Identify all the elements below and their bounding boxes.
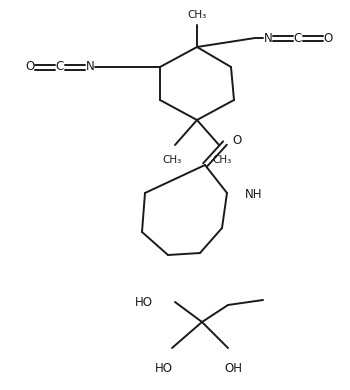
Text: C: C <box>56 60 64 73</box>
Text: N: N <box>264 32 272 44</box>
Text: O: O <box>25 60 35 73</box>
Text: OH: OH <box>224 362 242 375</box>
Text: O: O <box>232 133 241 147</box>
Text: N: N <box>86 60 94 73</box>
Text: CH₃: CH₃ <box>212 155 232 165</box>
Text: CH₃: CH₃ <box>187 10 206 20</box>
Text: CH₃: CH₃ <box>162 155 182 165</box>
Text: O: O <box>323 32 332 44</box>
Text: HO: HO <box>155 362 173 375</box>
Text: C: C <box>294 32 302 44</box>
Text: NH: NH <box>245 188 262 202</box>
Text: HO: HO <box>135 296 153 308</box>
